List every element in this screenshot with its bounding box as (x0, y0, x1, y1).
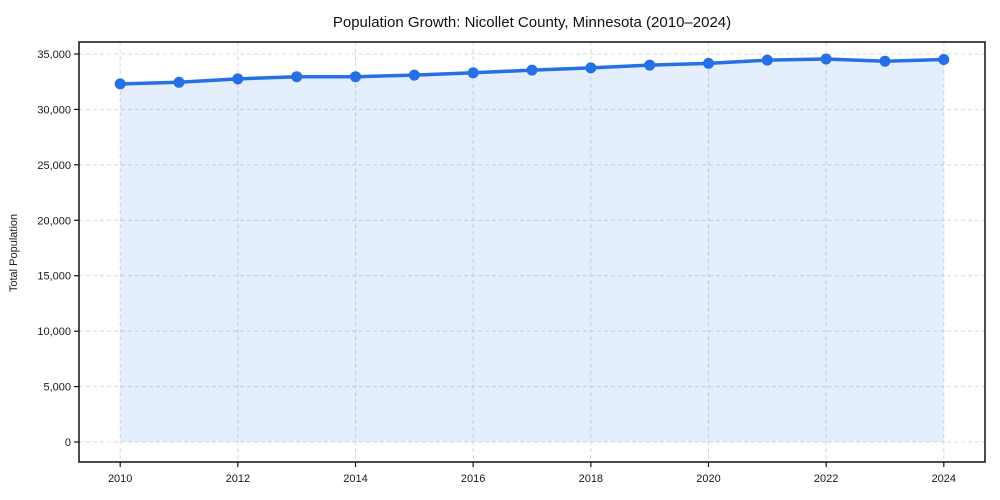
x-tick-label: 2022 (814, 473, 838, 485)
data-point-2015 (408, 69, 420, 81)
data-point-2018 (585, 62, 597, 74)
y-axis-label: Total Population (8, 214, 20, 292)
data-point-2017 (526, 64, 538, 76)
x-tick-label: 2024 (932, 473, 956, 485)
data-point-2021 (761, 54, 773, 66)
x-tick-label: 2016 (461, 473, 485, 485)
x-tick-label: 2010 (108, 473, 132, 485)
grid-layer (79, 42, 985, 462)
data-point-2014 (350, 71, 361, 83)
data-point-2010 (114, 78, 126, 90)
y-tick-label: 0 (65, 437, 71, 449)
chart-title: Population Growth: Nicollet County, Minn… (333, 14, 731, 31)
data-point-2019 (644, 59, 656, 71)
data-point-2011 (173, 76, 185, 88)
y-tick-label: 30,000 (37, 104, 71, 116)
x-tick-label: 2018 (579, 473, 603, 485)
data-layer (114, 53, 950, 442)
x-tick-label: 2012 (226, 473, 250, 485)
x-tick-label: 2014 (343, 473, 367, 485)
data-point-2016 (467, 67, 479, 79)
data-point-2012 (232, 73, 244, 85)
data-point-2022 (820, 53, 832, 65)
axis-layer: 0 5,000 10,000 15,000 20,000 25,000 30,000 35,0… (37, 41, 986, 485)
y-tick-label: 10,000 (37, 326, 71, 338)
y-tick-label: 5,000 (43, 382, 71, 394)
area-fill (120, 59, 944, 442)
data-point-2023 (879, 55, 891, 67)
data-point-2013 (291, 71, 303, 83)
y-tick-label: 15,000 (37, 271, 71, 283)
x-tick-label: 2020 (696, 473, 720, 485)
data-point-2024 (938, 54, 950, 65)
y-tick-label: 25,000 (37, 160, 71, 172)
y-tick-label: 20,000 (37, 215, 71, 227)
plot-border (78, 41, 986, 463)
y-tick-label: 35,000 (37, 49, 71, 61)
data-point-2020 (703, 57, 714, 69)
